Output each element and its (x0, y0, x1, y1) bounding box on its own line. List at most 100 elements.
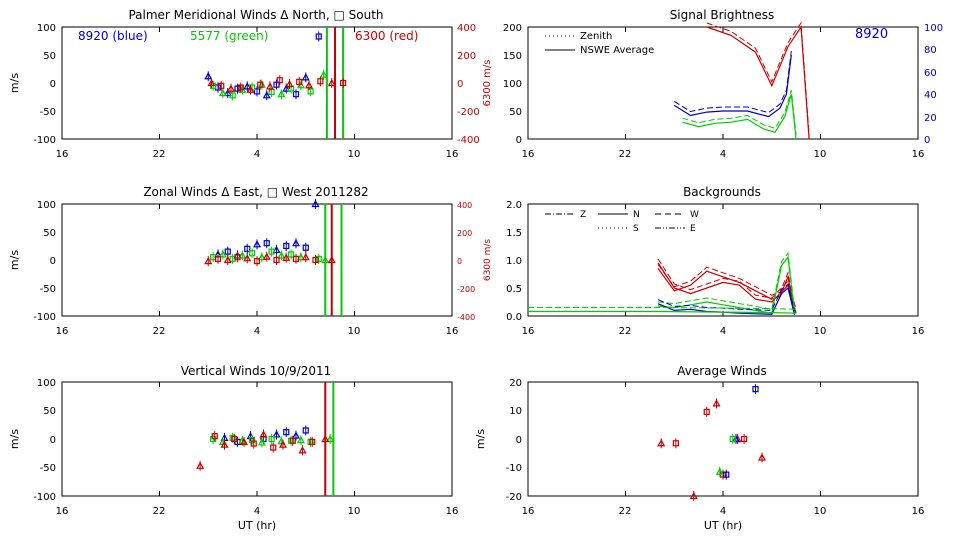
x-ticks: 16 22 4 10 16 (56, 149, 459, 160)
y-tick: 1.5 (506, 228, 522, 239)
legend-label: NSWE Average (580, 45, 654, 56)
x-tick: 16 (56, 506, 69, 517)
x-ticks: 16 22 4 10 16 (56, 506, 459, 517)
x-tick: 16 (912, 149, 925, 160)
chart-title: Backgrounds (683, 185, 761, 199)
y-tick: 0.5 (506, 284, 522, 295)
data-point (268, 435, 275, 443)
x-tick: 10 (348, 149, 361, 160)
x-tick: 16 (446, 326, 459, 337)
data-point (752, 386, 759, 393)
data-point (298, 446, 307, 454)
y-tick: 1.0 (506, 256, 522, 267)
data-point (307, 88, 314, 95)
data-point (723, 471, 730, 478)
y-tick: 100 (503, 79, 522, 90)
y-tick: 0 (50, 256, 56, 267)
y-ticks: 20 10 0 -10 -20 (506, 378, 522, 503)
panel-brightness: Signal Brightness 8920 Zenith NSWE Avera… (503, 8, 943, 160)
x-tick: 16 (56, 149, 69, 160)
data-point (689, 491, 698, 500)
x-ticks: 16 22 4 10 16 (522, 506, 925, 517)
y-tick: 100 (37, 23, 56, 34)
x-tick: 16 (522, 506, 535, 517)
data-point (196, 461, 205, 469)
data-point (262, 91, 271, 99)
y-ticks: 100 50 0 -50 -100 (33, 200, 56, 323)
data-point (731, 434, 741, 443)
x-tick: 4 (720, 506, 726, 517)
data-point (252, 240, 262, 248)
data-point (327, 78, 336, 87)
y2-tick: 40 (924, 90, 937, 101)
x-tick: 10 (814, 326, 827, 337)
y-tick: 0 (50, 435, 56, 446)
data-point (234, 85, 241, 92)
plot-marks (61, 27, 453, 139)
data-point (757, 453, 767, 461)
x-ticks: 16 22 4 10 16 (522, 326, 925, 337)
x-tick: 22 (153, 149, 166, 160)
data-point (292, 91, 300, 98)
chart-title: Signal Brightness (670, 8, 775, 22)
y2-ticks: 400 200 0 -200 -400 (457, 23, 480, 146)
y2-tick: -400 (457, 313, 475, 322)
data-point (238, 251, 247, 259)
data-point (257, 252, 266, 261)
series-line-dashed (682, 90, 797, 136)
series-line-dashed (706, 21, 810, 136)
y-tick: -50 (40, 284, 56, 295)
data-point (229, 434, 236, 441)
y-tick: 0 (516, 135, 522, 146)
y-tick: -50 (40, 107, 56, 118)
data-point (291, 431, 301, 439)
x-tick: 16 (522, 326, 535, 337)
legend-label: Z (580, 210, 586, 220)
y-tick: -100 (33, 492, 56, 503)
series-line (673, 54, 792, 118)
data-point (272, 430, 281, 438)
y-tick: 200 (503, 23, 522, 34)
y-tick: -100 (33, 312, 56, 323)
legend-blue: 8920 (blue) (78, 29, 148, 43)
y-ticks: 200 150 100 50 0 (503, 23, 522, 146)
y-tick: 0 (516, 435, 522, 446)
legend-red: 6300 (red) (355, 29, 418, 43)
data-point (272, 245, 281, 254)
series-line (682, 94, 797, 140)
y-axis-label: m/s (8, 429, 21, 449)
data-point (262, 252, 271, 260)
plot-marks (61, 382, 453, 496)
y2-tick: 200 (457, 229, 472, 238)
series-line-dashed (657, 283, 795, 312)
data-point (268, 248, 275, 255)
plot-frame (527, 203, 919, 317)
data-point (207, 78, 216, 87)
data-point (304, 80, 314, 89)
data-point (340, 79, 347, 87)
chart-title: Average Winds (677, 364, 767, 378)
data-point (270, 444, 277, 451)
legend-green: 5577 (green) (190, 29, 268, 43)
y2-tick: 60 (924, 68, 937, 79)
plot-frame (61, 381, 453, 497)
data-point (309, 438, 316, 445)
y2-tick: 200 (457, 51, 476, 62)
x-tick: 10 (348, 326, 361, 337)
x-tick: 10 (814, 149, 827, 160)
y-tick: 150 (503, 51, 522, 62)
x-tick: 22 (619, 326, 632, 337)
panel-vertical: Vertical Winds 10/9/2011 m/s 100 50 0 -5… (8, 364, 458, 532)
data-point (301, 252, 310, 261)
data-point (218, 88, 227, 97)
data-point (220, 440, 229, 448)
legend-label: E (690, 224, 696, 234)
y-axis-label: m/s (8, 250, 21, 270)
y2-ticks: 100 80 60 40 20 0 (924, 23, 943, 146)
x-tick: 10 (348, 506, 361, 517)
data-point (234, 254, 241, 261)
data-point (244, 245, 251, 252)
data-point (243, 254, 252, 262)
